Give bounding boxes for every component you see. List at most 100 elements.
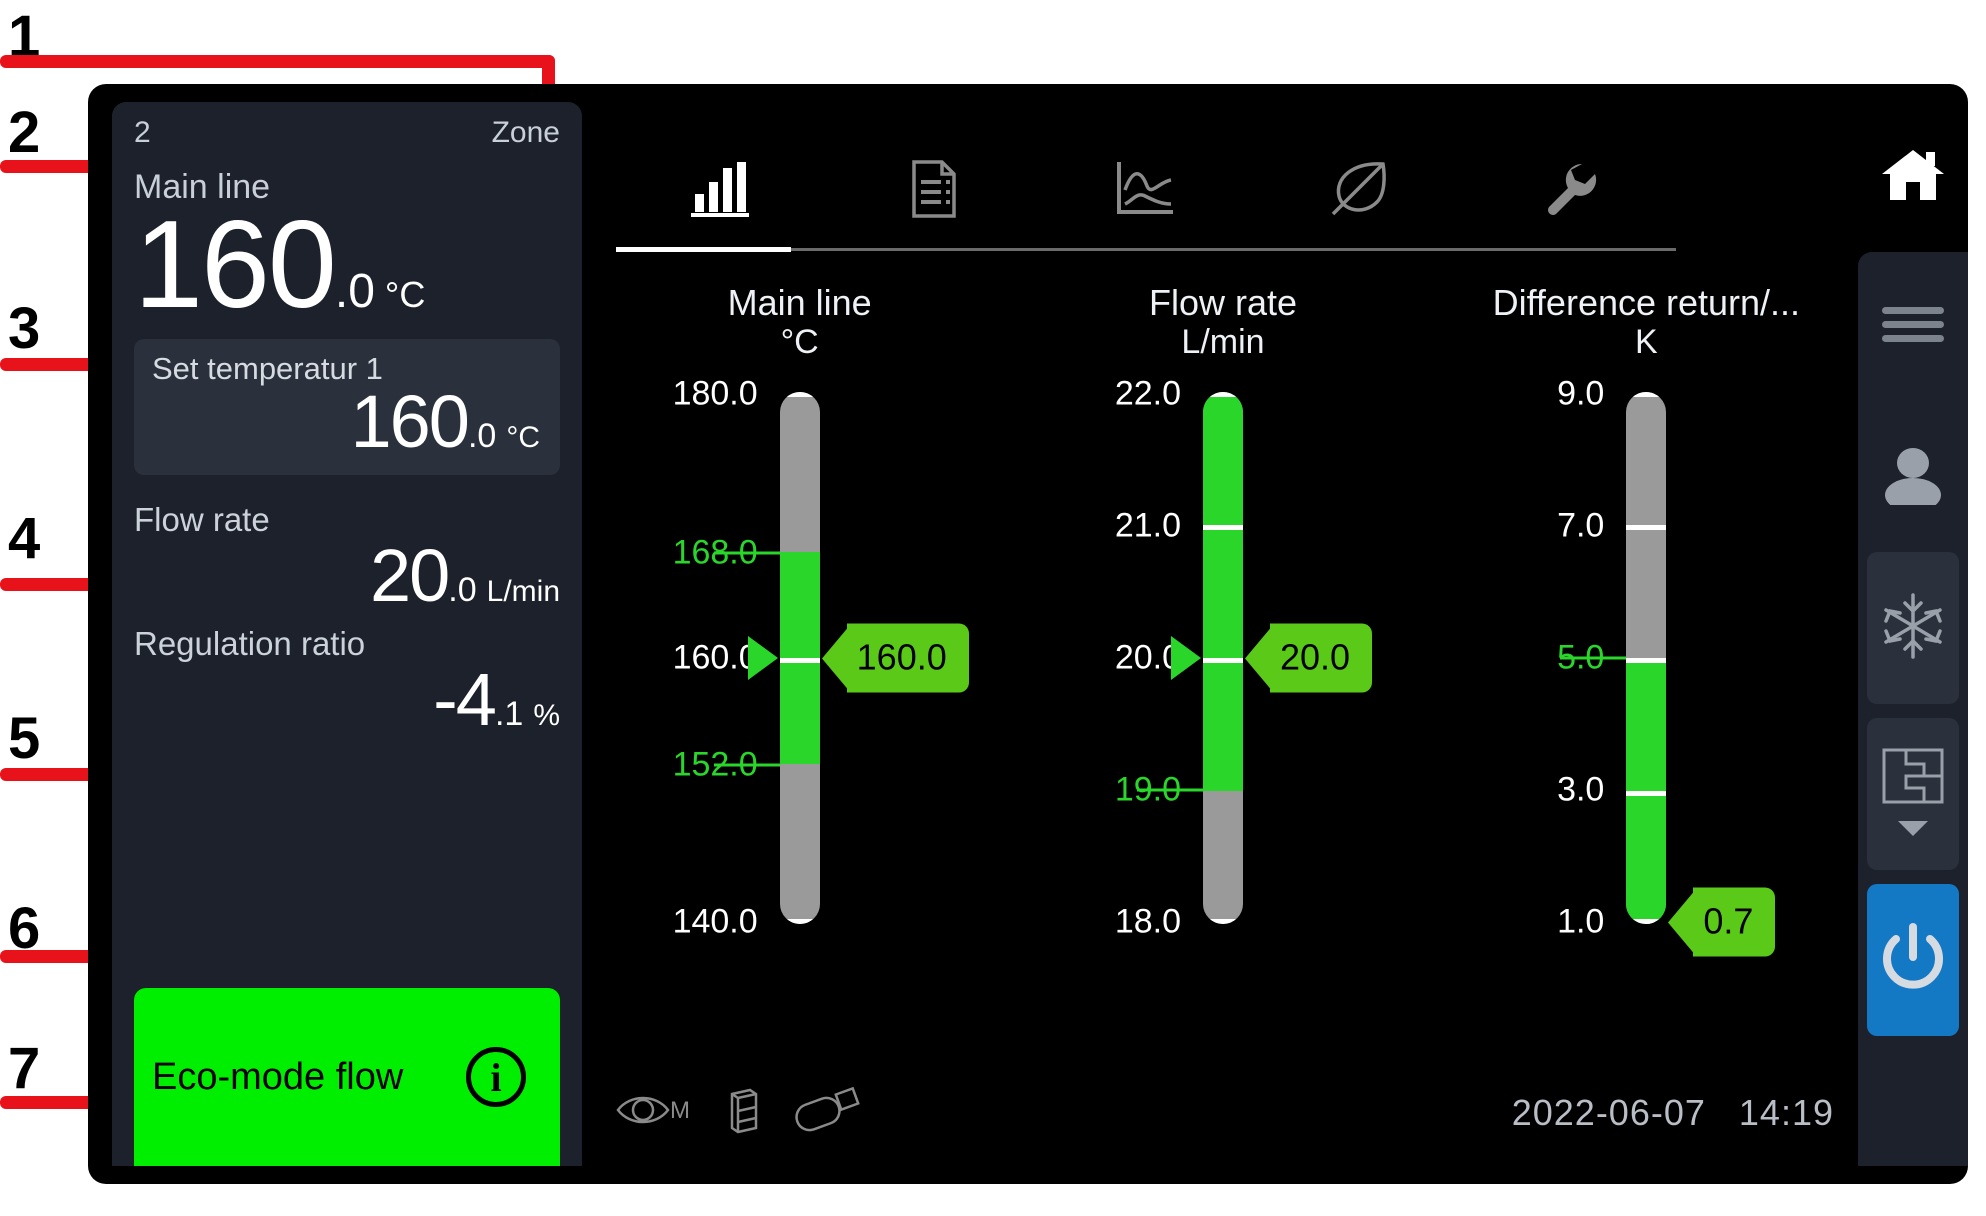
gauge-flow-rate-label-22: 22.0 (1114, 374, 1181, 413)
flow-rate-whole: 20 (369, 534, 450, 618)
callout-pointer-icon (1668, 891, 1695, 953)
gauge-main-line-limit-low-line (713, 763, 780, 767)
gauge-group: Main line °C 180.0 168.0 160.0 152.0 140… (588, 282, 1858, 1072)
eco-mode-flow-button[interactable]: Eco-mode flow i (134, 988, 560, 1166)
gauge-main-line-limit-high-line (713, 551, 780, 555)
regulation-ratio-unit: % (533, 699, 560, 733)
flow-rate-unit: L/min (486, 575, 560, 609)
tab-eco-leaf[interactable] (1252, 130, 1464, 248)
gauge-difference-return-unit: K (1634, 323, 1658, 362)
gauge-difference-return-title: Difference return/... (1492, 282, 1801, 323)
snowflake-icon (1878, 591, 1948, 666)
gauge-flow-rate-unit: L/min (1181, 323, 1265, 362)
gauge-difference-return-limit-high-line (1560, 656, 1627, 660)
info-icon[interactable]: i (466, 1047, 526, 1107)
leaf-icon (1327, 158, 1389, 220)
user-button[interactable] (1858, 402, 1968, 552)
gauge-main-line-label-160: 160.0 (672, 638, 758, 677)
set-temperature-card[interactable]: Set temperatur 1 160 .0 °C (134, 338, 560, 476)
tab-settings-wrench[interactable] (1464, 130, 1676, 248)
menu-button[interactable] (1858, 252, 1968, 402)
gauge-difference-return-tick-1 (1626, 919, 1667, 924)
zone-header: 2 Zone (134, 116, 560, 150)
gauge-difference-return-tick-9 (1626, 392, 1667, 397)
gauge-difference-return-track[interactable] (1626, 392, 1667, 924)
set-temperature-whole: 160 (350, 379, 470, 463)
flow-rate-value: 20 .0 L/min (134, 534, 560, 618)
gauge-main-line-label-180: 180.0 (672, 374, 758, 413)
wrench-icon (1541, 160, 1599, 218)
tab-line-chart[interactable] (1040, 130, 1252, 248)
gauge-difference-return-label-3: 3.0 (1557, 770, 1605, 809)
gauge-flow-rate-tick-18 (1202, 919, 1243, 924)
tab-bar-chart[interactable] (616, 130, 828, 248)
flow-rate-frac: .0 (448, 571, 477, 610)
regulation-ratio-metric: Regulation ratio -4 .1 % (134, 625, 560, 737)
gauge-flow-rate-value-callout: 20.0 (1244, 623, 1373, 693)
regulation-ratio-label: Regulation ratio (134, 625, 366, 663)
flow-rate-label: Flow rate (134, 501, 270, 539)
stacked-layers-icon (726, 1086, 762, 1139)
flow-rate-metric: Flow rate 20 .0 L/min (134, 501, 560, 618)
zone-number: 2 (134, 116, 151, 149)
gauge-main-line-title: Main line (727, 282, 872, 323)
gauge-difference-return-value: 0.7 (1693, 887, 1776, 957)
zone-layout-icon (1880, 746, 1946, 813)
home-button[interactable] (1858, 102, 1968, 252)
datetime-display: 2022-06-07 14:19 (1512, 1092, 1834, 1134)
eye-m-icon: M (616, 1090, 696, 1135)
main-line-value-frac: .0 (334, 265, 375, 318)
callout-pointer-icon (821, 627, 848, 689)
status-icon-group: M (616, 1086, 862, 1139)
gauge-flow-rate-label-21: 21.0 (1114, 506, 1181, 545)
right-rail-body (1858, 252, 1968, 1166)
usb-stick-icon (792, 1086, 862, 1138)
callout-number-7: 7 (8, 1036, 41, 1101)
zone-summary-panel: 2 Zone Main line 160 .0 °C Set temperatu… (112, 102, 582, 1166)
main-line-value: 160 .0 °C (134, 203, 560, 327)
gauge-difference-return-tick-5 (1626, 658, 1667, 663)
zone-select-button[interactable] (1867, 718, 1959, 870)
gauge-main-line-track[interactable] (779, 392, 820, 924)
gauge-flow-rate-tick-21 (1202, 525, 1243, 530)
regulation-ratio-frac: .1 (494, 695, 524, 734)
power-button[interactable] (1867, 884, 1959, 1036)
set-temperature-value: 160 .0 °C (152, 379, 541, 463)
gauge-flow-rate-tick-20 (1202, 658, 1243, 663)
callout-pointer-icon (1244, 627, 1271, 689)
gauge-main-line-unit: °C (780, 323, 819, 362)
gauge-main-line-tick-160 (779, 658, 820, 663)
cooling-button[interactable] (1867, 552, 1959, 704)
callout-number-6: 6 (8, 896, 41, 961)
main-line-label: Main line (134, 168, 271, 206)
home-icon (1880, 146, 1946, 209)
callout-number-2: 2 (8, 100, 41, 165)
main-content: Main line °C 180.0 168.0 160.0 152.0 140… (588, 102, 1858, 1166)
set-temperature-label: Set temperatur 1 (152, 350, 383, 386)
status-bar: M (588, 1078, 1858, 1158)
tab-document-list[interactable] (828, 130, 1040, 248)
power-icon (1878, 922, 1948, 998)
gauge-flow-rate-limit-low-line (1137, 788, 1203, 792)
gauge-flow-rate-setpoint-arrow (1171, 636, 1201, 680)
callout-number-4: 4 (8, 506, 41, 571)
gauge-main-line-setpoint-arrow (747, 636, 778, 680)
regulation-ratio-value: -4 .1 % (134, 663, 560, 737)
eco-mode-flow-label: Eco-mode flow (152, 1055, 404, 1098)
date-text: 2022-06-07 (1511, 1092, 1706, 1133)
main-line-unit: °C (384, 274, 426, 315)
tab-active-indicator (616, 247, 791, 252)
gauge-flow-rate-label-20: 20.0 (1114, 638, 1181, 677)
gauge-main-line-tick-180 (779, 392, 820, 397)
time-text: 14:19 (1738, 1092, 1834, 1133)
callout-number-3: 3 (8, 296, 41, 361)
gauge-difference-return-tick-3 (1626, 791, 1667, 796)
gauge-main-line-value: 160.0 (846, 623, 969, 693)
gauge-difference-return: Difference return/... K 9.0 7.0 5.0 3.0 … (1435, 282, 1858, 1072)
gauge-flow-rate: Flow rate L/min 22.0 21.0 20.0 19.0 18.0 (1011, 282, 1434, 1072)
gauge-flow-rate-tick-22 (1202, 392, 1243, 397)
svg-text:M: M (670, 1097, 690, 1124)
user-icon (1881, 445, 1945, 512)
device-screen: 2 Zone Main line 160 .0 °C Set temperatu… (88, 84, 1968, 1184)
gauge-flow-rate-track[interactable] (1202, 392, 1243, 924)
